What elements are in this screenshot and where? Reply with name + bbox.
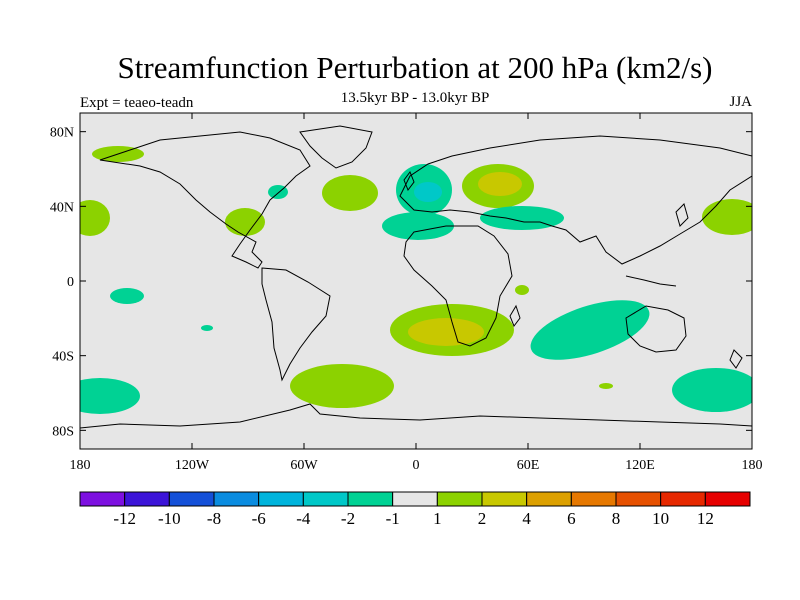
- colorbar-swatch: [660, 491, 706, 507]
- anomaly-pos-east-pacific-edge: [702, 199, 752, 235]
- colorbar-label: -2: [341, 509, 355, 528]
- chart-title: Streamfunction Perturbation at 200 hPa (…: [117, 50, 713, 85]
- y-tick-label: 80S: [52, 424, 74, 439]
- coast-africa: [403, 225, 513, 347]
- colorbar-swatch: [302, 491, 349, 507]
- coast-australia: [625, 305, 687, 353]
- anomaly-neg-south-pacific-west: [80, 378, 140, 414]
- x-tick-label: 0: [413, 458, 420, 473]
- anomaly-pos2-south-africa: [408, 318, 484, 346]
- anomaly-pos-indian-small: [515, 285, 529, 295]
- coast-uk: [403, 170, 415, 192]
- x-tick-label: 180: [70, 458, 91, 473]
- colorbar-swatch: [347, 491, 394, 507]
- x-tick-label: 60E: [517, 458, 540, 473]
- colorbar-swatch: [704, 491, 751, 507]
- anomaly-neg-indian-ocean: [530, 300, 650, 360]
- colorbar-label: -1: [386, 509, 400, 528]
- x-tick-label: 60W: [290, 458, 318, 473]
- coast-madagascar: [509, 304, 521, 328]
- y-tick-label: 0: [67, 275, 74, 290]
- anomaly-neg-south-pacific-east: [672, 368, 752, 412]
- anomaly-neg-middle-east: [480, 206, 564, 230]
- colorbar-label: -6: [252, 509, 266, 528]
- colorbar-swatch: [570, 491, 617, 507]
- coast-japan: [675, 203, 689, 227]
- colorbar-label: 1: [433, 509, 442, 528]
- experiment-label: Expt = teaeo-teadn: [80, 95, 194, 111]
- coast-new-zealand: [729, 349, 743, 369]
- colorbar-swatch: [481, 491, 528, 507]
- anomaly-pos-west-pacific-edge: [80, 200, 110, 236]
- anomaly-fields: [80, 125, 752, 429]
- colorbar-label: -4: [296, 509, 311, 528]
- coast-greenland: [299, 125, 373, 169]
- season-label: JJA: [729, 94, 752, 110]
- coast-antarctica: [80, 403, 752, 429]
- colorbar-label: 2: [478, 509, 487, 528]
- coast-north-america: [99, 131, 311, 269]
- anomaly-neg-pacific-tiny: [201, 325, 213, 331]
- colorbar-swatch: [124, 491, 170, 507]
- colorbar-swatch: [213, 491, 260, 507]
- colorbar-label: 8: [612, 509, 621, 528]
- colorbar-swatch: [258, 491, 304, 507]
- y-tick-label: 40S: [52, 350, 74, 365]
- x-tick-label: 120E: [625, 458, 655, 473]
- anomaly-pos-south-atlantic: [290, 364, 394, 408]
- colorbar-label: -12: [113, 509, 136, 528]
- colorbar-label: 12: [697, 509, 714, 528]
- anomaly-pos-atlantic: [322, 175, 378, 211]
- anomaly-neg2-north-europe: [414, 182, 442, 202]
- anomaly-neg-pacific-small: [110, 288, 144, 304]
- colorbar-label: 10: [652, 509, 669, 528]
- coast-indonesia: [625, 275, 677, 287]
- colorbar-swatch: [168, 491, 215, 507]
- y-axis: 80N 40N 0 40S 80S: [50, 126, 752, 439]
- x-axis: 180 120W 60W 0 60E 120E 180: [70, 113, 763, 473]
- colorbar-swatch: [392, 491, 438, 507]
- x-tick-label: 120W: [175, 458, 210, 473]
- colorbar-label: -10: [158, 509, 181, 528]
- coast-south-america: [261, 267, 331, 382]
- colorbar-swatch: [615, 491, 662, 507]
- colorbar: -12 -10 -8 -6 -4 -2 -1 1 2 4 6 8 10 12: [79, 491, 751, 528]
- colorbar-label: 6: [567, 509, 576, 528]
- chart-subtitle: 13.5kyr BP - 13.0kyr BP: [340, 90, 490, 106]
- colorbar-label: -8: [207, 509, 221, 528]
- coastlines: [80, 125, 752, 429]
- colorbar-swatch: [436, 491, 483, 507]
- map-background: [80, 113, 752, 449]
- anomaly-pos-indian-tiny: [599, 383, 613, 389]
- y-tick-label: 80N: [50, 126, 74, 141]
- anomaly-pos2-europe: [478, 172, 522, 196]
- coast-eurasia: [399, 135, 752, 265]
- x-tick-label: 180: [742, 458, 763, 473]
- anomaly-neg-north-africa: [382, 212, 454, 240]
- colorbar-swatch: [526, 491, 572, 507]
- y-tick-label: 40N: [50, 200, 74, 215]
- anomaly-pos-us: [225, 208, 265, 236]
- colorbar-label: 4: [522, 509, 531, 528]
- colorbar-swatch: [79, 491, 126, 507]
